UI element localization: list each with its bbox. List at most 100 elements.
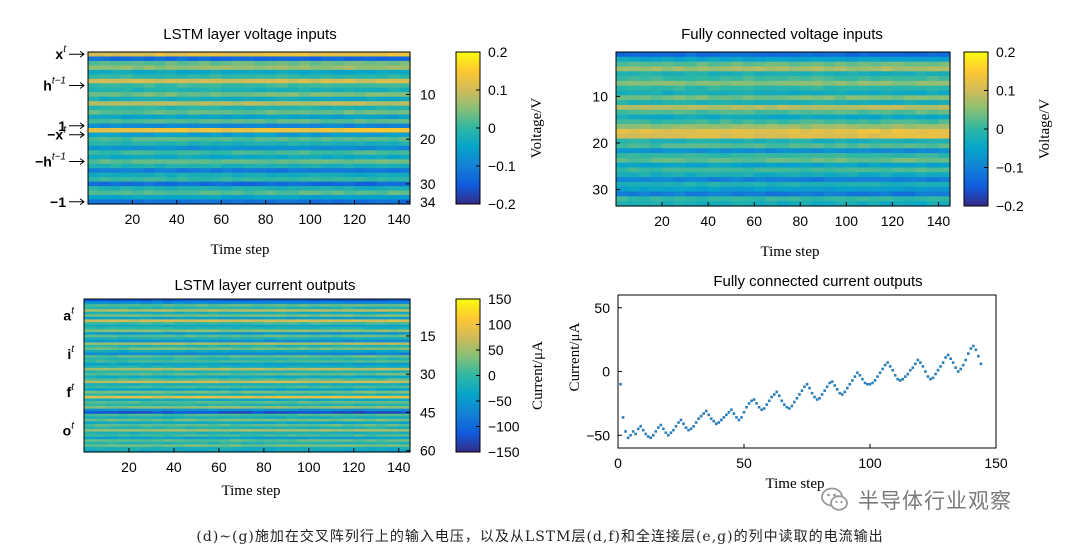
heatmap-cell bbox=[343, 114, 356, 120]
heatmap-cell bbox=[308, 388, 321, 392]
heatmap-cell bbox=[354, 132, 367, 138]
heatmap-cell bbox=[140, 350, 153, 354]
heatmap-cell bbox=[162, 337, 175, 341]
heatmap-cell bbox=[310, 186, 322, 192]
heatmap-cell bbox=[343, 92, 356, 98]
heatmap-cell bbox=[207, 393, 220, 397]
heatmap-cell bbox=[320, 385, 332, 389]
heatmap-cell bbox=[276, 199, 289, 205]
heatmap-cell bbox=[298, 114, 311, 120]
heatmap-cell bbox=[777, 109, 790, 116]
heatmap-cell bbox=[196, 362, 209, 366]
heatmap-cell bbox=[88, 69, 100, 75]
heatmap-cell bbox=[765, 133, 778, 140]
heatmap-cell bbox=[84, 362, 96, 366]
heatmap-cell bbox=[207, 311, 220, 315]
heatmap-cell bbox=[230, 355, 242, 359]
heatmap-cell bbox=[143, 154, 156, 160]
heatmap-cell bbox=[297, 309, 310, 313]
heatmap-cell bbox=[800, 162, 813, 169]
heatmap-cell bbox=[650, 186, 663, 193]
colorbar-tick-label: 50 bbox=[488, 342, 504, 358]
heatmap-cell bbox=[376, 60, 389, 67]
heatmap-cell bbox=[731, 177, 744, 183]
heatmap-cell bbox=[298, 141, 311, 147]
heatmap-cell bbox=[777, 143, 790, 149]
heatmap-cell bbox=[241, 429, 254, 433]
heatmap-cell bbox=[286, 395, 299, 400]
heatmap-cell bbox=[342, 362, 355, 366]
heatmap-cell bbox=[365, 367, 377, 371]
heatmap-cell bbox=[365, 380, 377, 384]
heatmap-cell bbox=[218, 372, 231, 377]
heatmap-cell bbox=[196, 370, 209, 374]
heatmap-cell bbox=[731, 133, 744, 140]
heatmap-cell bbox=[128, 311, 141, 315]
heatmap-cell bbox=[196, 365, 209, 369]
heatmap-cell bbox=[398, 136, 411, 143]
heatmap-cell bbox=[95, 314, 108, 318]
heatmap-cell bbox=[286, 375, 299, 379]
heatmap-cell bbox=[252, 355, 265, 359]
heatmap-cell bbox=[857, 143, 870, 149]
heatmap-cell bbox=[310, 105, 322, 111]
heatmap-cell bbox=[353, 380, 366, 384]
heatmap-cell bbox=[265, 101, 278, 107]
heatmap-cell bbox=[140, 299, 153, 303]
scatter-point bbox=[667, 433, 670, 437]
heatmap-cell bbox=[903, 76, 917, 82]
heatmap-cell bbox=[365, 439, 377, 443]
x-ticks: 0 50 100 150 bbox=[614, 444, 1008, 471]
heatmap-cell bbox=[627, 85, 640, 92]
heatmap-cell bbox=[365, 327, 377, 331]
heatmap-cell bbox=[880, 167, 894, 173]
heatmap-cell bbox=[696, 143, 709, 149]
heatmap-cell bbox=[128, 362, 141, 366]
heatmap-cell bbox=[387, 401, 400, 405]
heatmap-cell bbox=[185, 344, 198, 349]
heatmap-cell bbox=[286, 413, 299, 417]
heatmap-cell bbox=[84, 385, 96, 389]
heatmap-cell bbox=[811, 167, 824, 173]
heatmap-cell bbox=[353, 362, 366, 366]
heatmap-cell bbox=[254, 119, 267, 125]
heatmap-cell bbox=[938, 76, 951, 82]
heatmap-cell bbox=[128, 436, 141, 440]
heatmap-cell bbox=[354, 177, 367, 183]
scatter-point bbox=[848, 382, 852, 386]
heatmap-cell bbox=[140, 431, 153, 435]
heatmap-cell bbox=[286, 393, 299, 397]
heatmap-cell bbox=[731, 66, 744, 72]
heatmap-cell bbox=[99, 136, 111, 143]
heatmap-cell bbox=[263, 434, 276, 438]
heatmap-cell bbox=[354, 128, 367, 134]
heatmap-cell bbox=[221, 56, 233, 62]
heatmap-cell bbox=[252, 426, 265, 430]
heatmap-cell bbox=[199, 60, 211, 67]
heatmap-cell bbox=[376, 177, 389, 183]
heatmap-cell bbox=[199, 119, 211, 125]
heatmap-cell bbox=[788, 90, 801, 96]
heatmap-cell bbox=[106, 301, 119, 305]
heatmap-cell bbox=[218, 375, 231, 379]
heatmap-cell bbox=[308, 446, 321, 451]
heatmap-cell bbox=[210, 190, 222, 196]
heatmap-cell bbox=[915, 71, 928, 77]
scatter-point bbox=[629, 433, 632, 437]
heatmap-cell bbox=[252, 357, 265, 361]
heatmap-cell bbox=[298, 177, 311, 183]
heatmap-cell bbox=[892, 129, 905, 135]
heatmap-cell bbox=[365, 355, 377, 359]
heatmap-cell bbox=[777, 138, 790, 145]
heatmap-cell bbox=[162, 416, 175, 420]
heatmap-cell bbox=[230, 367, 242, 371]
heatmap-cell bbox=[128, 441, 141, 445]
heatmap-cell bbox=[121, 168, 134, 174]
heatmap-cell bbox=[331, 347, 344, 351]
heatmap-cell bbox=[320, 403, 332, 407]
heatmap-cell bbox=[823, 186, 836, 193]
heatmap-cell bbox=[106, 309, 119, 313]
heatmap-cell bbox=[151, 342, 164, 346]
heatmap-cell bbox=[196, 418, 209, 422]
heatmap-cell bbox=[151, 429, 164, 433]
